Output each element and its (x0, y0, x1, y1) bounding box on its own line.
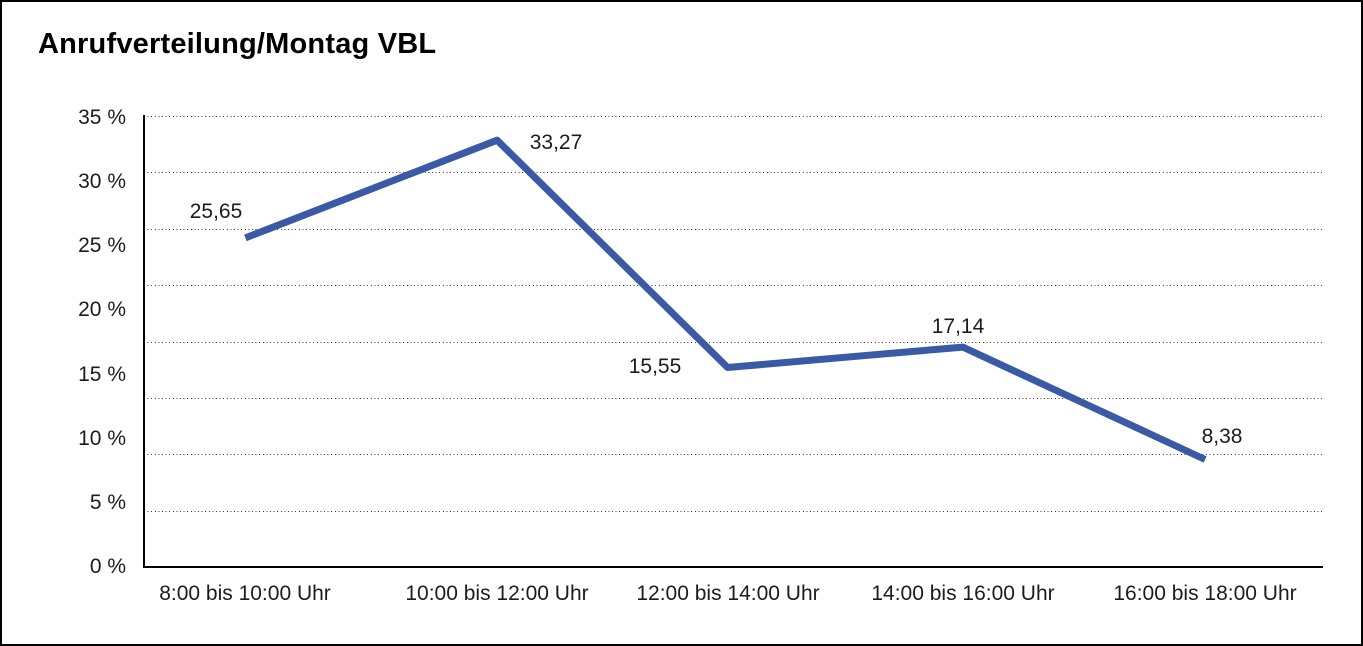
data-label: 17,14 (931, 315, 985, 338)
y-tick-label: 25 % (78, 234, 126, 257)
data-line (244, 136, 1207, 463)
y-tick-label: 20 % (78, 298, 126, 321)
x-tick-label: 8:00 bis 10:00 Uhr (159, 582, 331, 605)
y-tick-label: 15 % (78, 363, 126, 386)
data-label: 8,38 (1201, 425, 1243, 448)
data-label: 33,27 (529, 131, 583, 154)
data-label: 15,55 (628, 355, 682, 378)
x-tick-label: 16:00 bis 18:00 Uhr (1113, 582, 1297, 605)
x-tick-label: 12:00 bis 14:00 Uhr (636, 582, 820, 605)
y-tick-label: 10 % (78, 427, 126, 450)
x-tick-label: 10:00 bis 12:00 Uhr (405, 582, 589, 605)
y-tick-label: 35 % (78, 106, 126, 129)
y-tick-label: 5 % (89, 491, 126, 514)
data-label: 25,65 (189, 200, 243, 223)
y-tick-label: 0 % (89, 555, 126, 578)
x-tick-label: 14:00 bis 16:00 Uhr (871, 582, 1055, 605)
y-tick-label: 30 % (78, 170, 126, 193)
chart-title: Anrufverteilung/Montag VBL (38, 28, 437, 60)
